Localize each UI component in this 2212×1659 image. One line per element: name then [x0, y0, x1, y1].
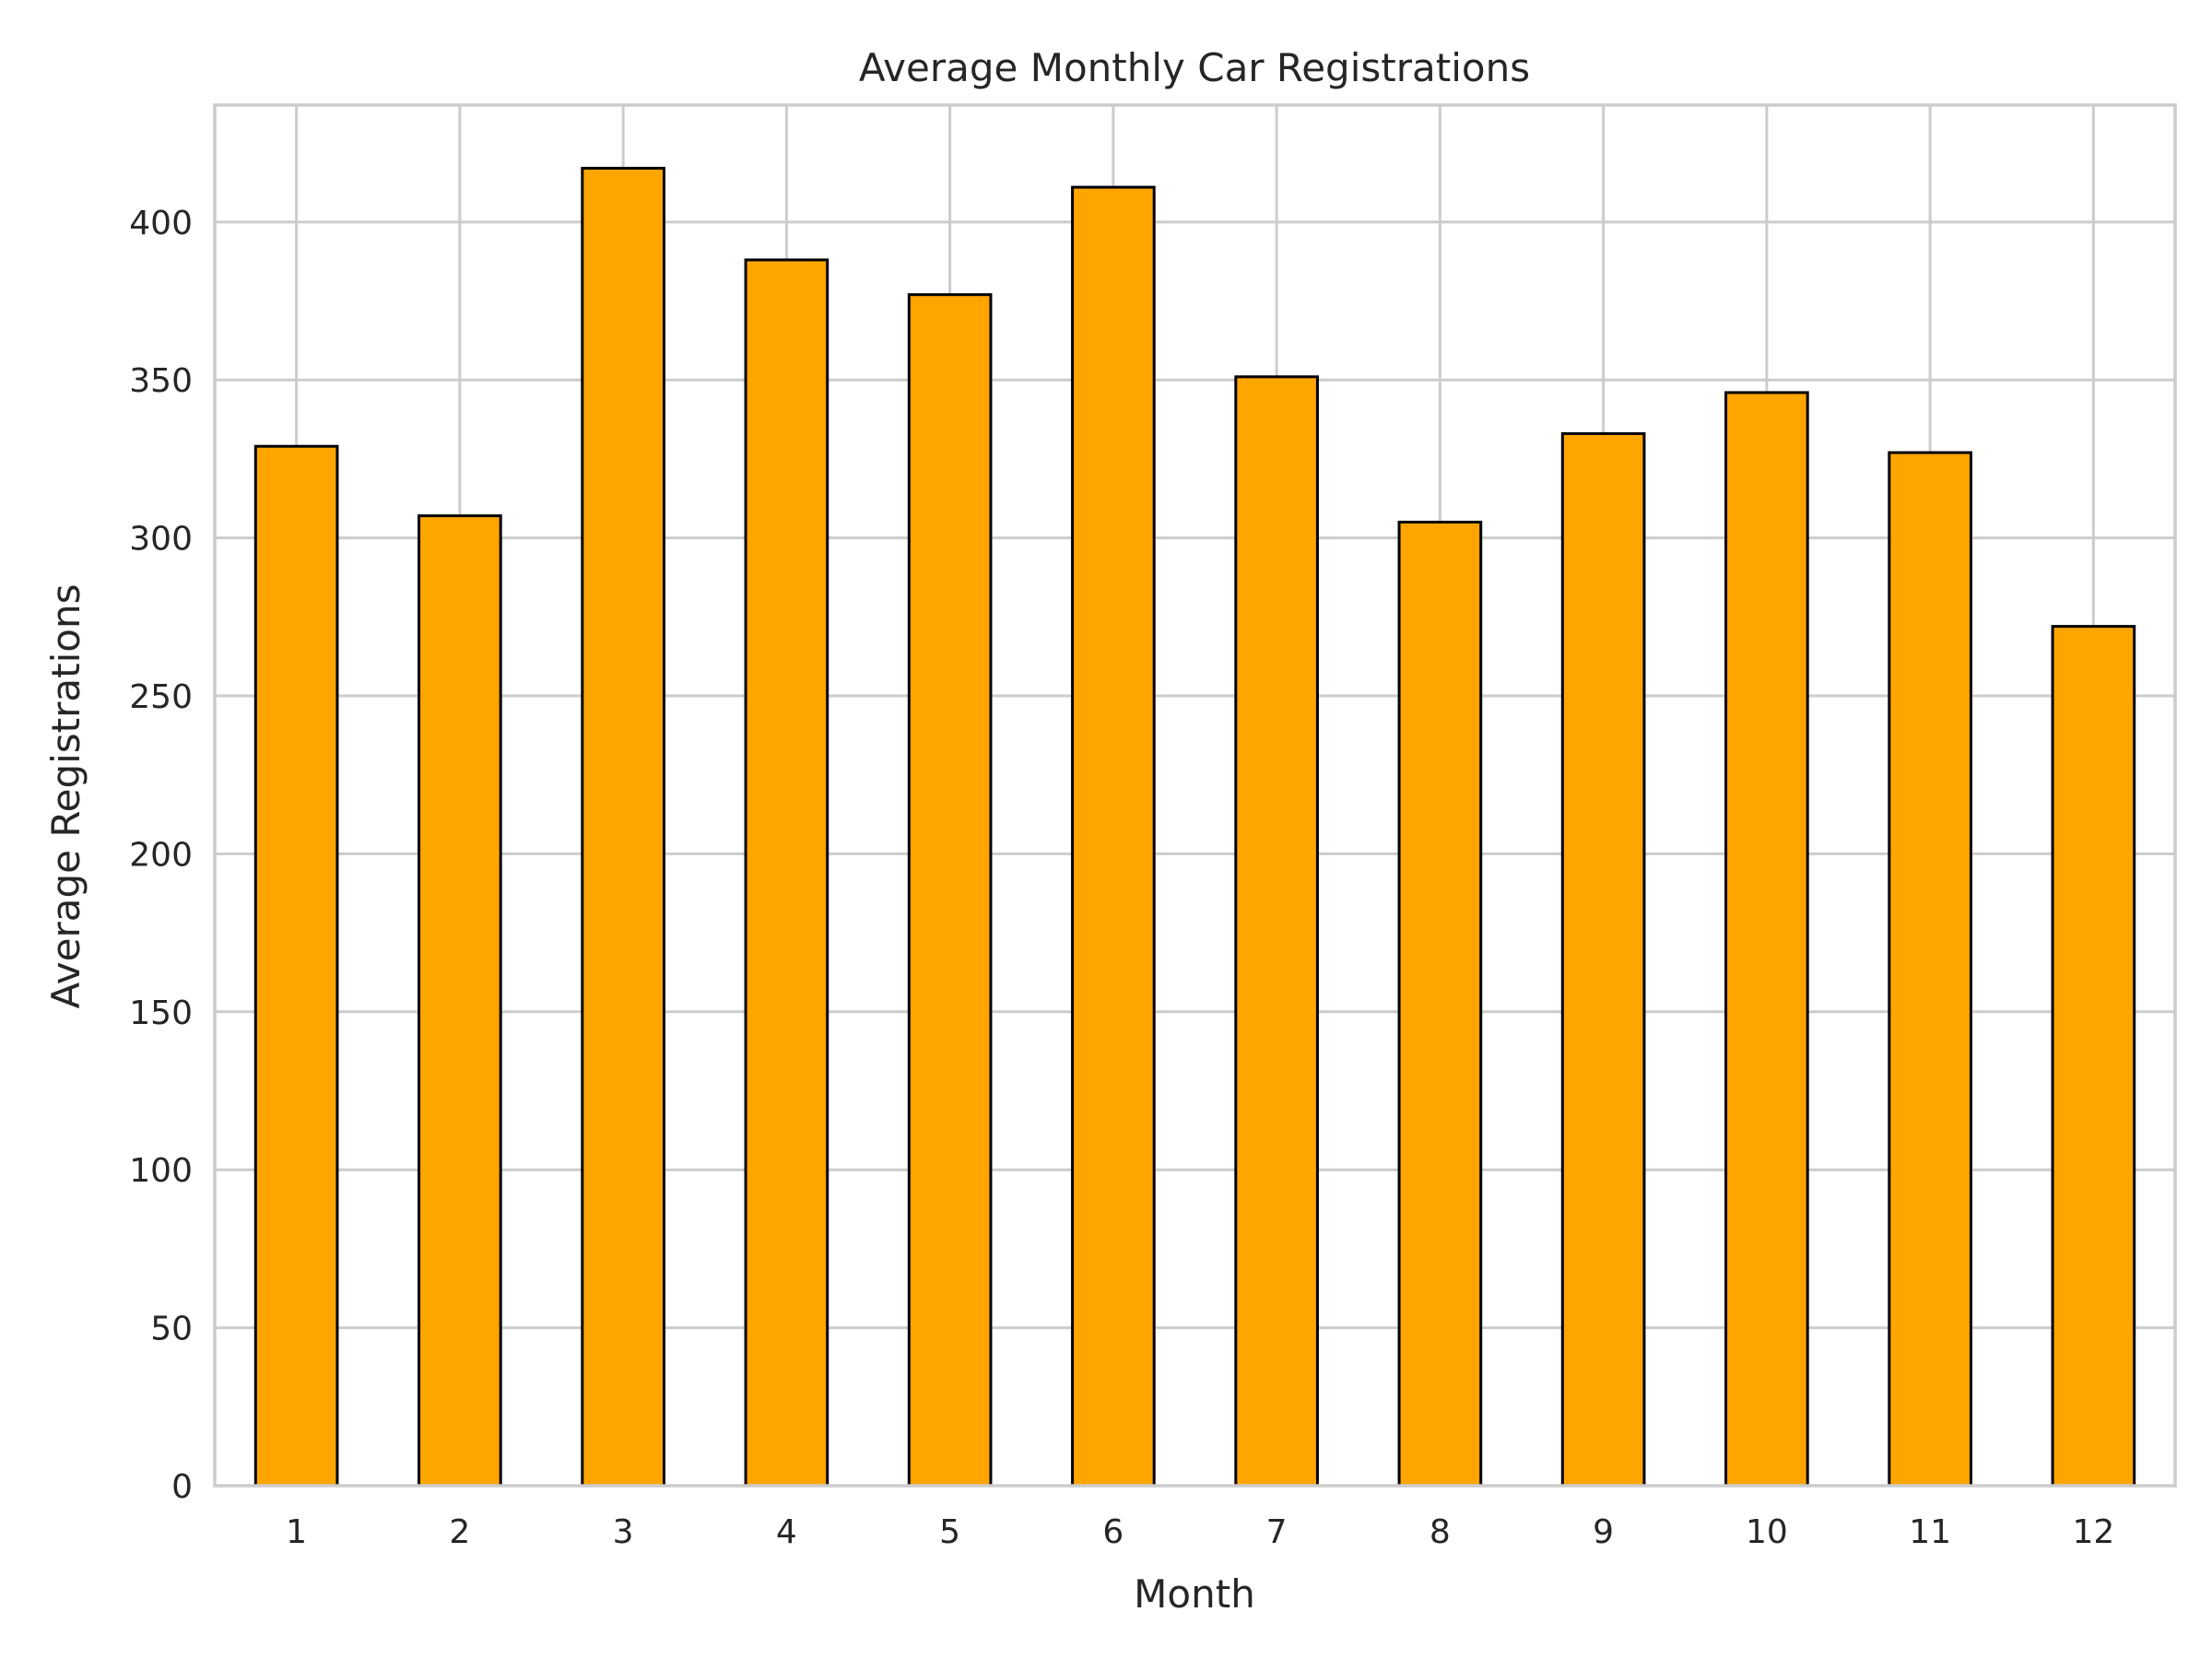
- bar-month-1: [253, 444, 339, 1488]
- x-tick-label: 2: [449, 1513, 470, 1551]
- y-tick-label: 0: [171, 1468, 193, 1506]
- bar-month-10: [1724, 391, 1809, 1488]
- y-tick-labels: 0 50 100 150 200 250 300 350 400: [129, 205, 193, 1506]
- plot-frame: [213, 103, 2177, 1488]
- bar-month-2: [418, 514, 502, 1488]
- x-tick-label: 1: [286, 1513, 307, 1551]
- y-tick-label: 250: [129, 678, 193, 716]
- x-tick-label: 10: [1746, 1513, 1788, 1551]
- bar-month-11: [1888, 451, 1972, 1488]
- y-tick-label: 300: [129, 521, 193, 559]
- x-axis-title: Month: [1134, 1571, 1255, 1617]
- bar-month-8: [1397, 520, 1483, 1488]
- bar-month-7: [1234, 375, 1319, 1488]
- grid: [215, 105, 2175, 1488]
- y-tick-label: 400: [129, 205, 193, 242]
- y-tick-label: 350: [129, 362, 193, 400]
- x-tick-label: 9: [1593, 1513, 1614, 1551]
- x-tick-labels: 1 2 3 4 5 6 7 8 9 10 11 12: [286, 1513, 2114, 1551]
- bar-month-6: [1071, 185, 1156, 1488]
- bar-month-12: [2051, 625, 2136, 1488]
- x-tick-label: 4: [776, 1513, 797, 1551]
- x-tick-label: 11: [1909, 1513, 1951, 1551]
- x-tick-label: 3: [613, 1513, 634, 1551]
- y-tick-label: 50: [150, 1311, 193, 1348]
- bar-month-3: [581, 167, 665, 1488]
- x-tick-label: 8: [1430, 1513, 1451, 1551]
- bar-month-4: [744, 258, 830, 1488]
- x-tick-label: 6: [1102, 1513, 1124, 1551]
- y-tick-label: 150: [129, 994, 193, 1032]
- chart-title: Average Monthly Car Registrations: [859, 45, 1530, 90]
- y-tick-label: 200: [129, 836, 193, 874]
- bars: [253, 167, 2136, 1488]
- bar-month-5: [907, 293, 993, 1488]
- y-axis-title: Average Registrations: [43, 584, 88, 1009]
- x-tick-label: 5: [939, 1513, 960, 1551]
- y-tick-label: 100: [129, 1152, 193, 1190]
- x-tick-label: 12: [2072, 1513, 2114, 1551]
- bar-month-9: [1560, 432, 1646, 1488]
- x-tick-label: 7: [1266, 1513, 1288, 1551]
